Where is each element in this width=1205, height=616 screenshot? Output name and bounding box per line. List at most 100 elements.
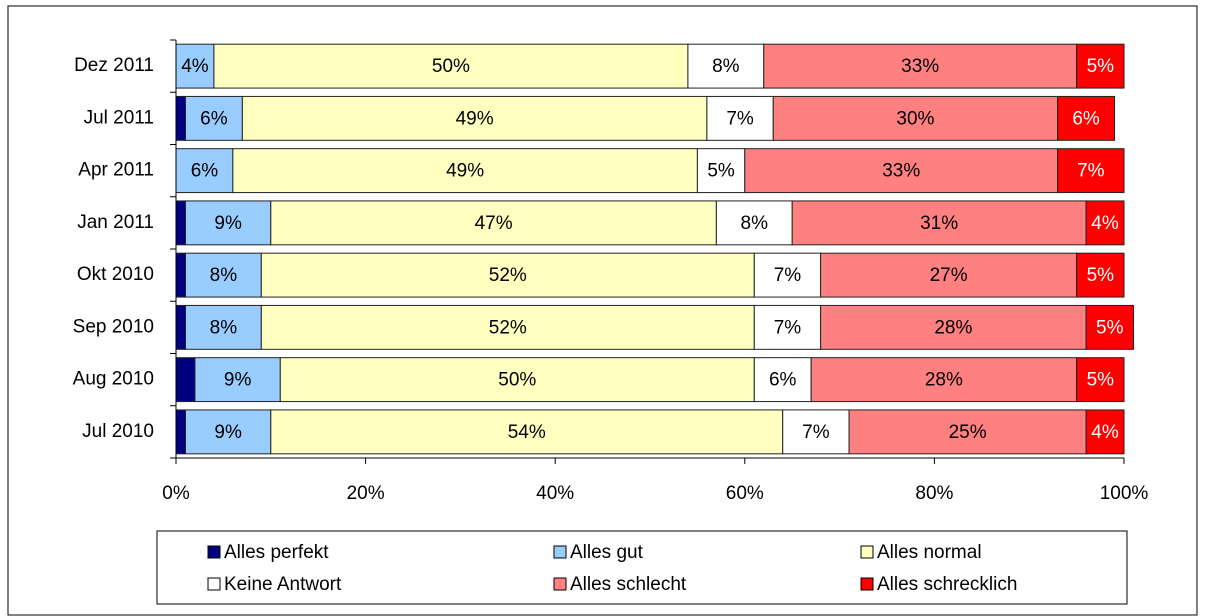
bar-segment	[184, 409, 272, 455]
data-label: 6%	[200, 108, 228, 129]
bar-segment	[175, 148, 234, 194]
x-tick-label: 60%	[726, 483, 764, 504]
y-tick-label: Aug 2010	[73, 369, 154, 390]
bar-segment	[175, 43, 215, 89]
bar-segment	[715, 200, 793, 246]
legend-swatch	[860, 545, 874, 559]
data-label: 8%	[741, 213, 769, 234]
data-label: 27%	[930, 265, 968, 286]
data-label: 6%	[769, 370, 797, 391]
bar-segment	[820, 304, 1087, 350]
legend-label: Alles perfekt	[224, 542, 329, 563]
bar-segment	[753, 357, 812, 403]
bar-segment	[782, 409, 850, 455]
bar-segment	[1057, 148, 1125, 194]
bar-segment	[1076, 357, 1125, 403]
data-label: 4%	[181, 56, 209, 77]
bar-segment	[175, 252, 186, 298]
legend-label: Alles schrecklich	[877, 574, 1017, 595]
data-label: 6%	[191, 161, 219, 182]
bar-segment	[184, 200, 272, 246]
bar-segment	[706, 95, 774, 141]
bar-segment	[175, 95, 186, 141]
x-tick-label: 20%	[347, 483, 385, 504]
bar-segment	[1085, 200, 1125, 246]
data-label: 7%	[802, 422, 830, 443]
x-tick-label: 100%	[1100, 483, 1149, 504]
data-label: 25%	[949, 422, 987, 443]
data-label: 54%	[508, 422, 546, 443]
data-label: 28%	[925, 370, 963, 391]
data-label: 50%	[498, 370, 536, 391]
data-label: 9%	[214, 213, 242, 234]
y-tick-label: Jan 2011	[77, 212, 154, 233]
data-label: 31%	[920, 213, 958, 234]
bar-segment	[279, 357, 755, 403]
bar-segment	[848, 409, 1087, 455]
bar-segment	[241, 95, 708, 141]
data-label: 7%	[726, 108, 754, 129]
data-label: 8%	[210, 265, 238, 286]
bar-segment	[270, 409, 784, 455]
data-label: 5%	[1087, 265, 1115, 286]
legend-label: Alles schlecht	[570, 574, 687, 595]
data-label: 33%	[901, 56, 939, 77]
data-label: 7%	[1077, 161, 1105, 182]
data-label: 30%	[896, 108, 934, 129]
data-label: 9%	[214, 422, 242, 443]
y-tick-label: Jul 2011	[84, 107, 154, 128]
data-label: 8%	[712, 56, 740, 77]
bar-segment	[232, 148, 698, 194]
bar-segment	[687, 43, 765, 89]
bar-segment	[744, 148, 1059, 194]
bar-segment	[184, 252, 262, 298]
data-label: 9%	[224, 370, 252, 391]
legend-swatch	[553, 545, 567, 559]
data-label: 6%	[1072, 108, 1100, 129]
data-label: 50%	[432, 56, 470, 77]
bar-segment	[1057, 95, 1116, 141]
legend-label: Alles normal	[877, 542, 982, 563]
data-label: 52%	[489, 265, 527, 286]
y-tick-label: Apr 2011	[78, 160, 154, 181]
bar-segment	[184, 95, 243, 141]
bar-segment	[1085, 409, 1125, 455]
bar-segment	[1076, 252, 1125, 298]
bar-segment	[270, 200, 717, 246]
data-label: 33%	[882, 161, 920, 182]
data-label: 5%	[707, 161, 735, 182]
legend-label: Alles gut	[570, 542, 644, 563]
data-label: 49%	[456, 108, 494, 129]
data-label: 4%	[1091, 213, 1119, 234]
data-label: 7%	[774, 265, 802, 286]
data-label: 28%	[934, 317, 972, 338]
y-tick-label: Dez 2011	[74, 55, 154, 76]
data-label: 7%	[774, 317, 802, 338]
bar-segment	[184, 304, 262, 350]
data-label: 52%	[489, 317, 527, 338]
data-label: 49%	[446, 161, 484, 182]
bar-segment	[791, 200, 1087, 246]
data-label: 4%	[1091, 422, 1119, 443]
legend-swatch	[553, 577, 567, 591]
data-label: 5%	[1087, 56, 1115, 77]
bar-segment	[175, 304, 186, 350]
bar-segment	[213, 43, 689, 89]
bar-segment	[175, 409, 186, 455]
legend-swatch	[207, 545, 221, 559]
x-tick-label: 0%	[162, 483, 190, 504]
bar-segment	[1085, 304, 1134, 350]
legend-label: Keine Antwort	[224, 574, 342, 595]
legend-swatch	[860, 577, 874, 591]
bar-segment	[753, 252, 822, 298]
legend-swatch	[207, 577, 221, 591]
bar-segment	[175, 200, 186, 246]
bar-segment	[763, 43, 1078, 89]
data-label: 8%	[210, 317, 238, 338]
data-label: 5%	[1096, 317, 1124, 338]
x-tick-label: 80%	[915, 483, 953, 504]
y-tick-label: Sep 2010	[73, 316, 154, 337]
y-tick-label: Jul 2010	[82, 421, 154, 442]
bar-segment	[175, 357, 196, 403]
